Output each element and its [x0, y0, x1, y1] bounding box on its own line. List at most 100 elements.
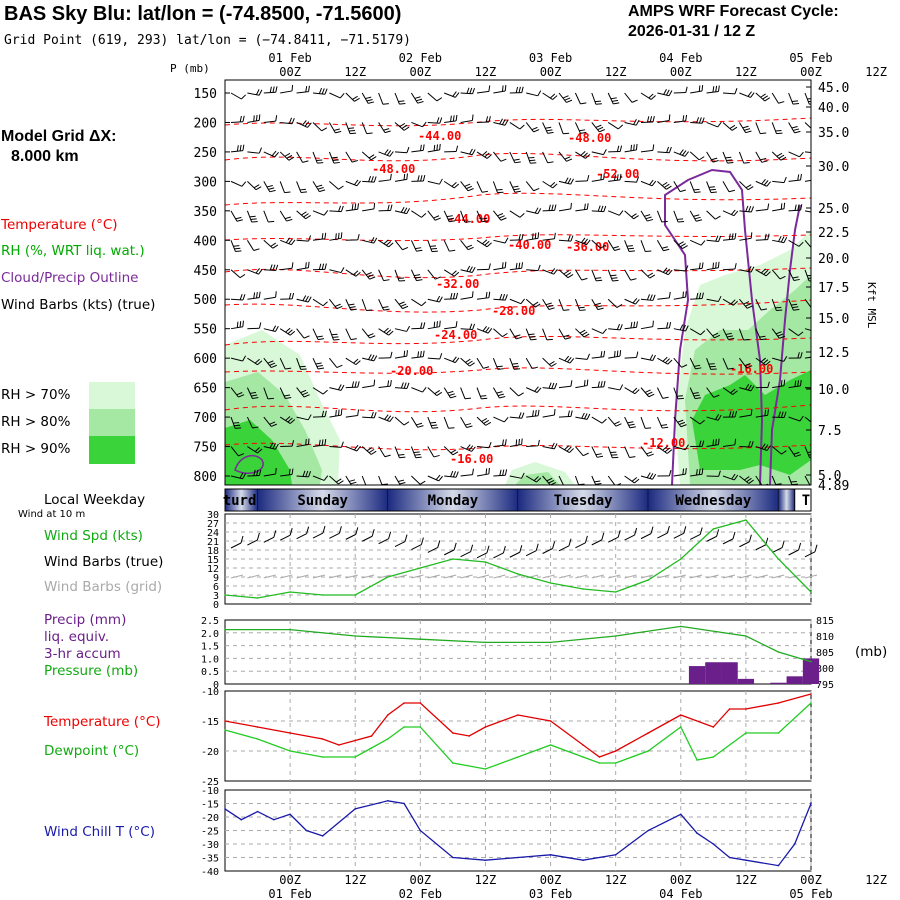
temperature-contour — [225, 404, 811, 413]
wind-barb-flag — [351, 159, 359, 163]
wind-barb-flag — [562, 95, 569, 99]
wind-barb-flag — [302, 120, 307, 126]
wind-barb — [427, 121, 440, 124]
wind-barb-flag — [717, 261, 720, 268]
wind-barb — [624, 387, 636, 395]
wind-chill-line-point — [354, 808, 357, 810]
wind-barb-flag — [547, 161, 554, 164]
wind-barb-flag — [250, 391, 257, 394]
wind-barb-flag — [698, 262, 701, 269]
dewpoint-line-point — [647, 750, 650, 752]
wind-barb-true-flag — [273, 530, 277, 538]
wind-barb-flag — [745, 383, 750, 390]
wind-barb-flag — [357, 409, 360, 416]
hour-label-bottom: 12Z — [865, 873, 887, 887]
wind-barb-true — [624, 534, 635, 541]
wind-barb — [772, 357, 784, 362]
wind-barb-flag — [487, 328, 493, 334]
wind-barb — [378, 416, 390, 422]
wind-barb-flag — [239, 273, 246, 279]
temperature-line-point — [679, 714, 682, 716]
wind-barb-flag — [715, 85, 718, 92]
wind-barb-flag — [760, 132, 767, 135]
wind-barb-flag — [387, 380, 390, 387]
wind-barb-flag — [626, 245, 633, 247]
wind-barb-flag — [387, 204, 390, 211]
wind-barb-flag — [536, 477, 542, 483]
wind-barb-flag — [532, 366, 539, 370]
wind-barb — [476, 446, 489, 449]
wind-chill-line-point — [484, 859, 487, 861]
wind-barb — [279, 328, 291, 336]
wind-barb — [755, 180, 767, 187]
wind-barb — [378, 446, 386, 458]
wind-barb — [296, 298, 309, 303]
wind-barb — [755, 92, 766, 102]
wind-barb — [476, 151, 488, 159]
wind-barb-grid — [575, 574, 588, 579]
wind-barb — [624, 121, 637, 126]
wind-barb-flag — [302, 392, 309, 396]
wind-barb — [246, 416, 253, 429]
wind-barb-flag — [499, 293, 503, 300]
wind-barb — [624, 356, 637, 359]
precip-panel-tick-label: 0 — [213, 680, 219, 691]
temperature-contour — [225, 367, 811, 375]
wind-barb-flag — [324, 232, 327, 239]
wind-barb-flag — [814, 174, 815, 180]
wind-barb-flag — [239, 293, 243, 300]
wind-barb-flag — [616, 304, 623, 308]
wind-barb-flag — [235, 250, 242, 252]
wind-barb-flag — [465, 423, 472, 426]
wind-barb-flag — [748, 206, 752, 212]
wind-barb — [575, 151, 586, 159]
wind-barb-flag — [468, 445, 474, 451]
wind-barb-flag — [534, 232, 537, 239]
wind-barb — [263, 91, 276, 94]
wind-barb-flag — [603, 205, 607, 212]
wind-barb-flag — [501, 262, 504, 269]
wind-barb — [706, 210, 716, 220]
wind-barb-flag — [534, 410, 537, 417]
temperature-line-point — [321, 738, 324, 740]
wind-barb-flag — [742, 125, 749, 129]
wind-barb — [246, 240, 255, 251]
wind-chill-line-point — [549, 854, 552, 856]
wind-barb-flag — [554, 204, 557, 211]
wind-barb-true-flag — [470, 544, 474, 552]
wind-barb — [247, 119, 260, 123]
wind-barb-flag — [617, 124, 624, 130]
wind-barb-flag — [403, 382, 407, 389]
wind-barb-flag — [422, 144, 425, 151]
wind-barb-flag — [661, 246, 668, 249]
wind-barb-true — [230, 542, 242, 549]
wind-barb-flag — [356, 445, 361, 452]
wind-barb — [361, 151, 372, 161]
date-label-bottom: 02 Feb — [399, 887, 442, 900]
wind-barb-flag — [384, 149, 389, 155]
wind-barb-flag — [497, 368, 504, 370]
wind-barb-flag — [439, 353, 443, 360]
wind-barb — [558, 92, 567, 103]
wind-barb-flag — [386, 415, 392, 421]
wind-barb-flag — [291, 262, 294, 269]
wind-barb-flag — [388, 242, 394, 248]
wind-barb-flag — [633, 144, 635, 151]
wind-barb-flag — [469, 87, 473, 94]
wind-speed-panel-tick-label: 21 — [207, 537, 219, 548]
wind-barb-flag — [809, 456, 811, 459]
wind-barb-flag — [548, 204, 551, 211]
wind-barb — [247, 181, 257, 191]
wind-barb — [509, 267, 522, 271]
wind-barb-flag — [578, 306, 585, 309]
wind-barb-flag — [780, 203, 783, 210]
wind-barb — [427, 269, 436, 280]
wind-barb-flag — [781, 450, 787, 455]
wind-barb — [624, 475, 635, 484]
wind-barb — [411, 387, 423, 393]
wind-barb-flag — [546, 477, 553, 482]
wind-barb-flag — [469, 266, 473, 273]
wind-barb-flag — [649, 179, 654, 186]
wind-chill-panel-tick-label: -40 — [201, 867, 219, 878]
